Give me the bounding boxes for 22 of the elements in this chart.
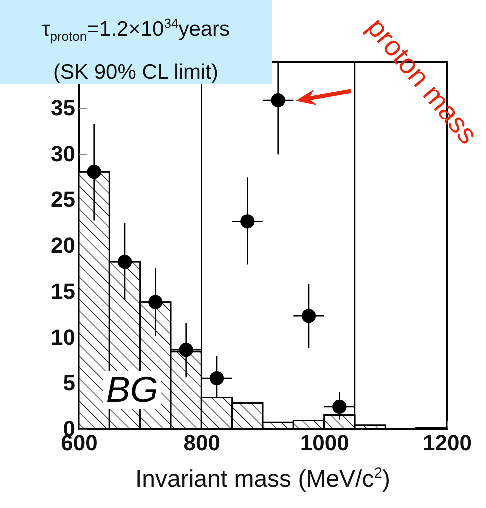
- x-tick-label: 1200: [423, 430, 472, 456]
- text-box: τ$_{proton}$=1.2×10$^{34}$years (SK 90% CL limit): [0, 0, 272, 84]
- point: [148, 295, 163, 310]
- y-tick-label: 5: [63, 370, 76, 396]
- y-tick-label: 15: [51, 278, 76, 304]
- y-tick-label: 25: [51, 187, 76, 212]
- x-tick-label: 800: [184, 430, 221, 456]
- x-axis-title: Invariant mass (MeV/c$^{2}$): [134, 466, 392, 494]
- point: [332, 400, 347, 414]
- point: [271, 93, 286, 108]
- point: [240, 214, 255, 229]
- y-tick-label: 20: [51, 233, 76, 258]
- series-label: BG: [103, 369, 162, 410]
- x-tick-label: 1000: [300, 430, 350, 456]
- point: [210, 371, 224, 386]
- point: [302, 309, 316, 324]
- point: [87, 165, 102, 180]
- y-tick-label: 10: [51, 324, 76, 350]
- point: [118, 254, 132, 270]
- y-tick-label: 35: [51, 95, 76, 120]
- y-tick-label: 30: [51, 141, 76, 166]
- point: [179, 343, 194, 358]
